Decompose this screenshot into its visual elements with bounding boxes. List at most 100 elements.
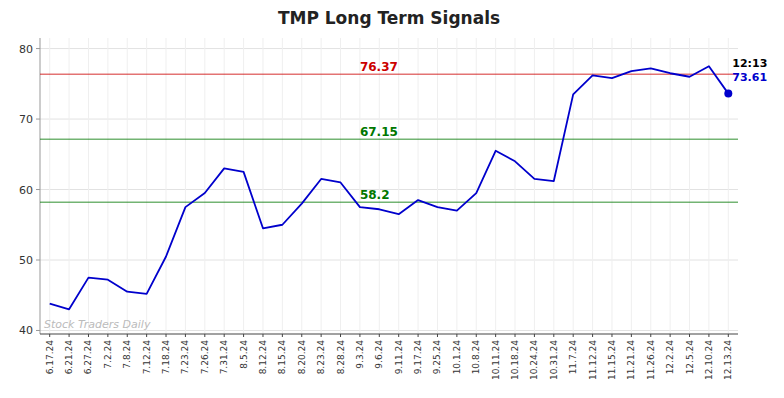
series-line xyxy=(50,66,729,309)
grid-line xyxy=(379,38,380,334)
tick xyxy=(379,334,380,337)
tick xyxy=(36,189,40,190)
tick xyxy=(476,334,477,337)
grid-line xyxy=(398,38,399,334)
tick xyxy=(689,334,690,337)
tick xyxy=(204,334,205,337)
grid-line xyxy=(495,38,496,334)
tick xyxy=(243,334,244,337)
grid-line xyxy=(88,38,89,334)
grid-line xyxy=(166,38,167,334)
tick xyxy=(36,260,40,261)
last-point xyxy=(724,90,732,98)
reference-label: 67.15 xyxy=(360,125,398,139)
grid-line xyxy=(573,38,574,334)
x-axis xyxy=(40,333,738,334)
grid-line xyxy=(359,38,360,334)
grid-line xyxy=(650,38,651,334)
grid-line xyxy=(69,38,70,334)
tick xyxy=(107,334,108,337)
tick-label: 12.13.24 xyxy=(723,340,733,380)
tick xyxy=(49,334,50,337)
grid-line xyxy=(340,38,341,334)
tick xyxy=(166,334,167,337)
tick xyxy=(262,334,263,337)
tick-label: 11.12.24 xyxy=(588,340,598,380)
tick xyxy=(88,334,89,337)
grid-line xyxy=(553,38,554,334)
tick xyxy=(301,334,302,337)
tick-label: 9.3.24 xyxy=(355,340,365,369)
watermark: Stock Traders Daily xyxy=(44,318,151,331)
tick xyxy=(185,334,186,337)
tick xyxy=(553,334,554,337)
tick-label: 8.23.24 xyxy=(316,340,326,375)
y-axis xyxy=(40,38,41,334)
grid-line xyxy=(40,119,738,120)
tick-label: 11.26.24 xyxy=(646,340,656,380)
grid-line xyxy=(262,38,263,334)
tick-label: 7.23.24 xyxy=(180,340,190,375)
tick-label: 7.12.24 xyxy=(142,340,152,375)
tick-label: 10.31.24 xyxy=(549,340,559,380)
tick-label: 12.2.24 xyxy=(665,340,675,375)
tick xyxy=(36,330,40,331)
tick-label: 6.27.24 xyxy=(83,340,93,375)
tick-label: 10.11.24 xyxy=(491,340,501,380)
annotation: 12:13 xyxy=(732,57,767,70)
tick xyxy=(282,334,283,337)
tick-label: 8.28.24 xyxy=(336,340,346,375)
plot-area xyxy=(40,66,738,309)
tick-label: 80 xyxy=(19,43,33,56)
tick-label: 12.5.24 xyxy=(685,340,695,375)
tick xyxy=(534,334,535,337)
grid-line xyxy=(204,38,205,334)
tick xyxy=(340,334,341,337)
grid-line xyxy=(418,38,419,334)
tick-label: 8.5.24 xyxy=(239,340,249,369)
tick xyxy=(592,334,593,337)
tick xyxy=(728,334,729,337)
tick xyxy=(36,48,40,49)
grid-line xyxy=(40,48,738,49)
tick-label: 50 xyxy=(19,254,33,267)
chart: TMP Long Term Signals40506070806.17.246.… xyxy=(0,0,784,398)
tick-label: 7.26.24 xyxy=(200,340,210,375)
grid-line xyxy=(437,38,438,334)
grid-line xyxy=(476,38,477,334)
grid-line xyxy=(282,38,283,334)
tick-label: 6.21.24 xyxy=(64,340,74,375)
tick xyxy=(146,334,147,337)
tick-label: 7.18.24 xyxy=(161,340,171,375)
grid-line xyxy=(224,38,225,334)
tick xyxy=(670,334,671,337)
tick-label: 12.10.24 xyxy=(704,340,714,380)
tick-label: 7.2.24 xyxy=(103,340,113,369)
grid-line xyxy=(631,38,632,334)
tick-label: 9.11.24 xyxy=(394,340,404,375)
title: TMP Long Term Signals xyxy=(278,8,500,28)
tick xyxy=(418,334,419,337)
grid-line xyxy=(185,38,186,334)
tick-label: 9.17.24 xyxy=(413,340,423,375)
grid-line xyxy=(534,38,535,334)
grid-line xyxy=(515,38,516,334)
tick xyxy=(127,334,128,337)
grid-line xyxy=(611,38,612,334)
tick xyxy=(611,334,612,337)
tick xyxy=(69,334,70,337)
tick xyxy=(36,119,40,120)
grid-line xyxy=(689,38,690,334)
tick xyxy=(495,334,496,337)
grid-line xyxy=(456,38,457,334)
tick-label: 9.6.24 xyxy=(374,340,384,369)
tick-label: 8.12.24 xyxy=(258,340,268,375)
tick-label: 10.18.24 xyxy=(510,340,520,380)
tick-label: 11.7.24 xyxy=(568,340,578,375)
tick-label: 70 xyxy=(19,113,33,126)
tick-label: 7.8.24 xyxy=(122,340,132,369)
tick-label: 10.8.24 xyxy=(471,340,481,375)
tick xyxy=(359,334,360,337)
grid-line xyxy=(49,38,50,334)
reference-label: 58.2 xyxy=(360,188,390,202)
